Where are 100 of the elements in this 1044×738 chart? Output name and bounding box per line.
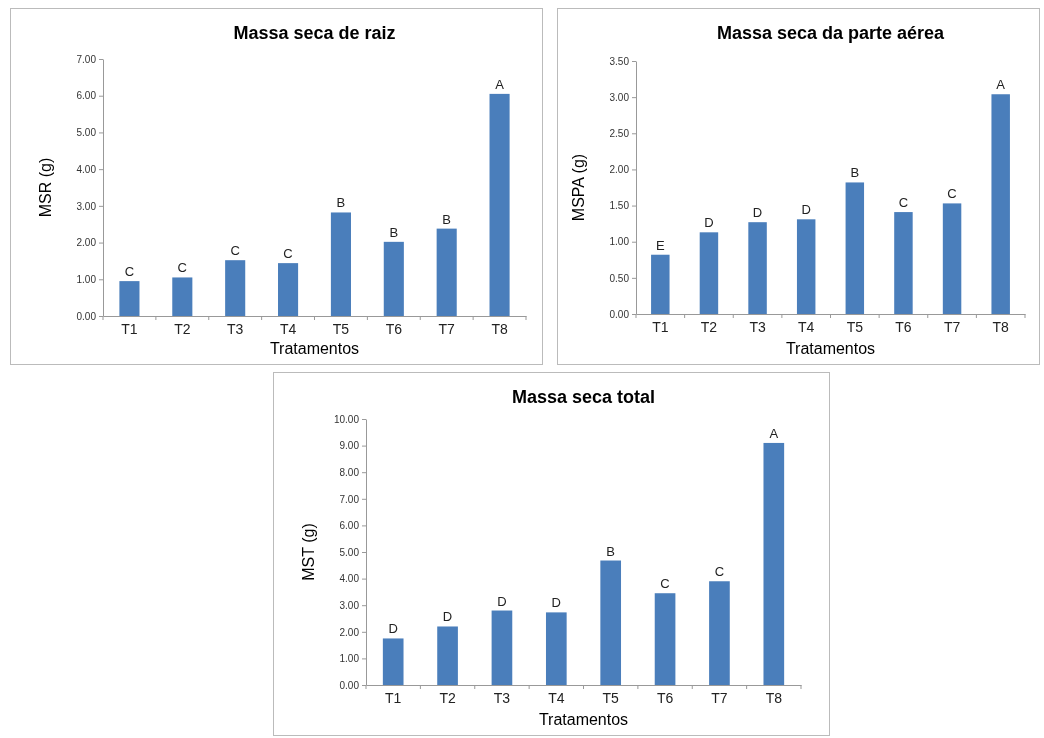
- bar: [748, 222, 767, 314]
- x-tick-label: T7: [438, 320, 456, 337]
- x-axis-title: Tratamentos: [785, 340, 876, 357]
- bar: [654, 593, 676, 685]
- x-tick-label: T5: [332, 320, 350, 337]
- bar: [278, 263, 299, 316]
- data-label: C: [947, 186, 957, 202]
- bar: [382, 638, 404, 685]
- data-label: C: [660, 576, 670, 592]
- y-tick-label: 2.00: [339, 626, 360, 638]
- bar: [225, 260, 246, 316]
- data-label: E: [655, 237, 665, 253]
- x-tick-label: T3: [227, 320, 244, 337]
- data-label: D: [704, 215, 714, 231]
- bar: [437, 626, 458, 685]
- x-tick-label: T1: [652, 318, 669, 335]
- x-tick-label: T3: [749, 318, 766, 335]
- x-tick-label: T7: [943, 318, 961, 335]
- y-tick-label: 3.50: [609, 55, 630, 67]
- data-label: C: [714, 564, 725, 580]
- x-tick-label: T7: [711, 689, 728, 706]
- data-label: D: [551, 595, 562, 611]
- y-tick-label: 6.00: [339, 520, 360, 532]
- y-axis-title: MSR (g): [37, 157, 54, 218]
- bar: [600, 560, 622, 685]
- data-label: A: [769, 425, 779, 441]
- x-tick-label: T2: [439, 689, 456, 706]
- y-tick-label: 2.50: [609, 127, 630, 139]
- data-label: C: [898, 195, 909, 211]
- data-label: D: [388, 621, 398, 637]
- y-tick-label: 4.00: [339, 573, 360, 585]
- x-tick-label: T6: [895, 318, 912, 335]
- bar: [699, 232, 719, 314]
- data-label: C: [124, 264, 135, 280]
- bar: [894, 212, 913, 314]
- y-tick-label: 1.00: [339, 653, 360, 665]
- data-label: A: [996, 77, 1006, 93]
- bar: [489, 93, 510, 316]
- x-tick-label: T4: [279, 320, 297, 337]
- y-tick-label: 2.00: [76, 237, 97, 249]
- x-tick-label: T5: [846, 318, 864, 335]
- x-tick-label: T3: [493, 689, 511, 706]
- y-tick-label: 3.00: [76, 200, 97, 212]
- y-tick-label: 6.00: [76, 90, 97, 102]
- data-label: C: [230, 243, 240, 259]
- data-label: C: [283, 246, 293, 262]
- bar: [383, 241, 404, 316]
- bar: [991, 94, 1010, 314]
- x-tick-label: T5: [602, 689, 620, 706]
- y-tick-label: 4.00: [76, 163, 97, 175]
- x-tick-label: T6: [656, 689, 674, 706]
- bar: [845, 182, 865, 314]
- y-tick-label: 3.00: [339, 599, 360, 611]
- y-tick-label: 1.50: [609, 200, 630, 212]
- chart-title: Massa seca total: [511, 387, 656, 407]
- x-tick-label: T2: [174, 320, 191, 337]
- bar: [763, 442, 785, 685]
- y-tick-label: 0.00: [339, 679, 360, 691]
- y-tick-label: 0.50: [609, 272, 630, 284]
- x-tick-label: T4: [798, 318, 815, 335]
- chart-title: Massa seca de raiz: [233, 23, 396, 43]
- y-tick-label: 1.00: [76, 273, 97, 285]
- y-tick-label: 3.00: [609, 91, 630, 103]
- x-tick-label: T8: [491, 320, 508, 337]
- x-tick-label: T8: [765, 689, 783, 706]
- x-axis-title: Tratamentos: [538, 711, 629, 728]
- y-tick-label: 7.00: [76, 53, 97, 65]
- x-tick-label: T1: [385, 689, 402, 706]
- y-axis-title: MST (g): [300, 523, 317, 581]
- data-label: D: [801, 202, 811, 218]
- bar: [119, 281, 140, 316]
- bar: [709, 581, 730, 685]
- y-tick-label: 5.00: [339, 546, 360, 558]
- data-label: B: [606, 543, 616, 559]
- bar: [172, 277, 193, 316]
- chart-title: Massa seca da parte aérea: [716, 23, 946, 43]
- x-tick-label: T8: [992, 318, 1010, 335]
- bar: [545, 612, 567, 685]
- y-tick-label: 8.00: [339, 466, 360, 478]
- y-tick-label: 0.00: [609, 308, 630, 320]
- bar: [942, 203, 962, 314]
- data-label: D: [497, 593, 507, 609]
- data-label: D: [442, 609, 453, 625]
- x-tick-label: T2: [700, 318, 718, 335]
- data-label: C: [177, 260, 188, 276]
- y-tick-label: 1.00: [609, 236, 630, 248]
- x-tick-label: T4: [548, 689, 565, 706]
- data-label: A: [495, 76, 505, 92]
- bar: [330, 212, 351, 316]
- data-label: B: [389, 224, 399, 240]
- data-label: B: [336, 195, 346, 211]
- data-label: B: [442, 211, 452, 227]
- bar: [436, 228, 457, 316]
- bar: [796, 219, 816, 314]
- y-tick-label: 5.00: [76, 127, 97, 139]
- y-tick-label: 0.00: [76, 310, 97, 322]
- bar: [491, 610, 513, 685]
- y-tick-label: 7.00: [339, 493, 360, 505]
- y-tick-label: 10.00: [333, 413, 360, 425]
- y-tick-label: 9.00: [339, 440, 360, 452]
